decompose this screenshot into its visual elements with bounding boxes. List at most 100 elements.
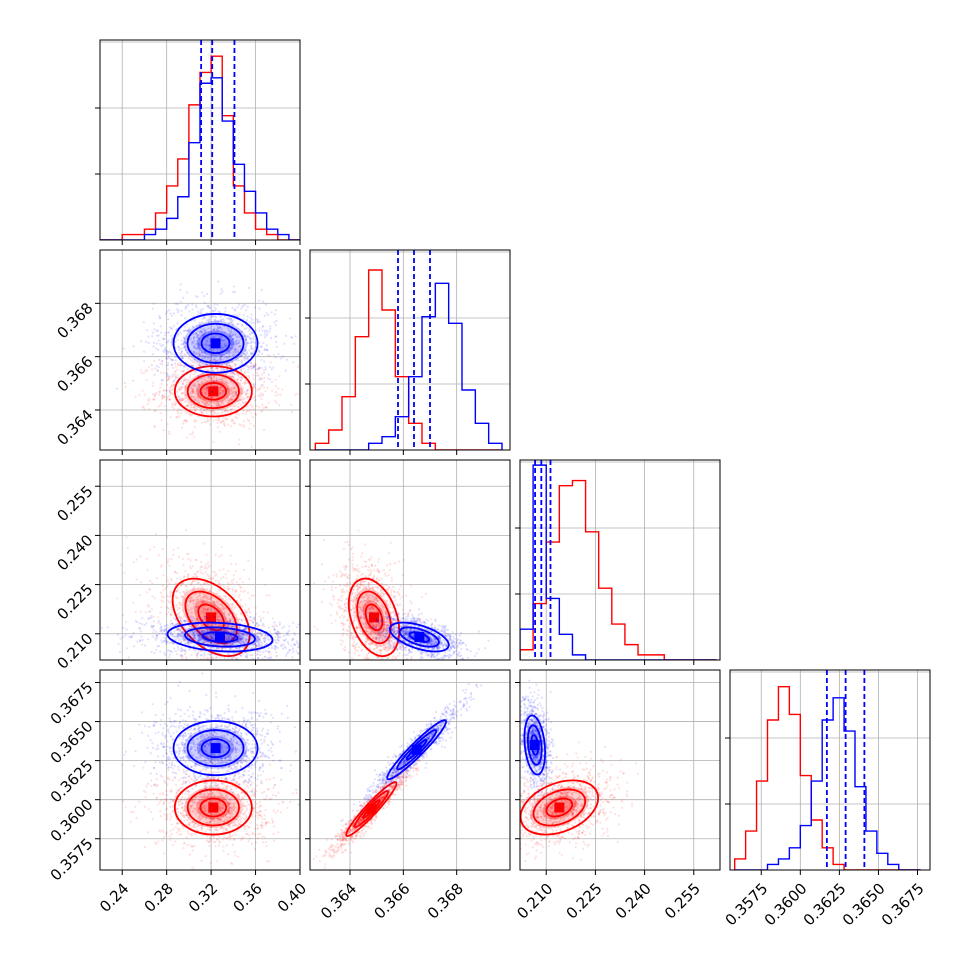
scatter-point (247, 365, 250, 368)
scatter-point (143, 408, 146, 411)
scatter-point (259, 620, 262, 623)
scatter-point (203, 608, 207, 612)
scatter-point (150, 615, 153, 618)
scatter-point (168, 601, 171, 604)
scatter-point (259, 653, 262, 657)
scatter-point (132, 601, 135, 604)
scatter-point (198, 336, 201, 339)
scatter-point (197, 581, 200, 585)
scatter-point (213, 601, 216, 604)
scatter-point (252, 374, 255, 377)
scatter-point (210, 314, 213, 317)
scatter-point (164, 636, 168, 639)
scatter-point (171, 642, 174, 645)
scatter-point (237, 640, 240, 644)
scatter-point (236, 378, 239, 381)
scatter-point (250, 339, 253, 342)
scatter-point (205, 582, 208, 585)
scatter-point (215, 600, 218, 603)
scatter-point (161, 394, 164, 397)
scatter-point (158, 342, 161, 346)
scatter-point (230, 603, 233, 606)
scatter-point (152, 393, 155, 396)
scatter-point (183, 631, 186, 634)
scatter-point (220, 610, 223, 614)
scatter-point (211, 600, 214, 603)
scatter-point (244, 338, 248, 341)
scatter-point (161, 791, 164, 794)
scatter-point (125, 628, 128, 631)
scatter-point (195, 638, 198, 642)
scatter-point (207, 634, 210, 637)
scatter-point (190, 596, 193, 599)
scatter-point (197, 378, 200, 381)
scatter-point (234, 404, 237, 407)
scatter-point (187, 573, 190, 577)
scatter-point (191, 631, 194, 634)
scatter-point (234, 350, 237, 353)
scatter-point (216, 348, 219, 351)
scatter-point (165, 341, 168, 344)
scatter-point (232, 380, 235, 383)
scatter-point (219, 618, 222, 621)
scatter-point (221, 399, 224, 402)
scatter-point (230, 328, 233, 331)
scatter-point (169, 600, 173, 603)
scatter-point (208, 616, 211, 619)
scatter-point (201, 354, 204, 357)
scatter-point (165, 350, 168, 353)
scatter-point (201, 373, 204, 376)
scatter-point (223, 615, 226, 619)
scatter-point (183, 397, 186, 400)
scatter-point (209, 628, 212, 631)
scatter-point (180, 646, 183, 650)
scatter-point (191, 390, 194, 393)
scatter-point (227, 363, 231, 367)
scatter-point (216, 592, 219, 595)
scatter-point (221, 400, 225, 403)
scatter-point (220, 386, 223, 389)
scatter-point (213, 319, 216, 322)
scatter-point (259, 392, 262, 395)
scatter-point (204, 595, 207, 598)
scatter-point (205, 408, 208, 411)
scatter-point (164, 346, 167, 349)
scatter-point (249, 422, 252, 425)
scatter-point (226, 581, 229, 584)
scatter-point (271, 380, 274, 383)
scatter-point (207, 403, 210, 406)
scatter-point (165, 357, 168, 360)
scatter-point (259, 386, 263, 389)
scatter-point (246, 342, 249, 345)
scatter-point (175, 629, 178, 632)
scatter-point (275, 345, 278, 348)
scatter-point (188, 632, 191, 635)
scatter-point (193, 624, 196, 627)
scatter-point (238, 364, 242, 367)
scatter-point (274, 636, 277, 639)
scatter-point (203, 567, 206, 570)
scatter-point (179, 578, 182, 581)
scatter-point (247, 371, 250, 374)
scatter-point (263, 428, 266, 432)
scatter-point (290, 336, 293, 339)
scatter-point (238, 345, 241, 348)
scatter-point (209, 405, 212, 408)
scatter-point (123, 571, 126, 574)
scatter-point (247, 368, 250, 371)
scatter-point (244, 638, 247, 641)
scatter-point (218, 614, 221, 618)
scatter-point (148, 616, 151, 620)
scatter-point (229, 347, 232, 350)
scatter-point (175, 627, 178, 631)
scatter-point (213, 327, 216, 330)
scatter-point (148, 610, 152, 613)
scatter-point (219, 355, 222, 358)
scatter-point (230, 579, 233, 582)
scatter-point (198, 634, 202, 637)
scatter-point (224, 356, 227, 359)
scatter-point (217, 320, 220, 323)
scatter-point (210, 331, 213, 334)
scatter-point (231, 398, 234, 401)
